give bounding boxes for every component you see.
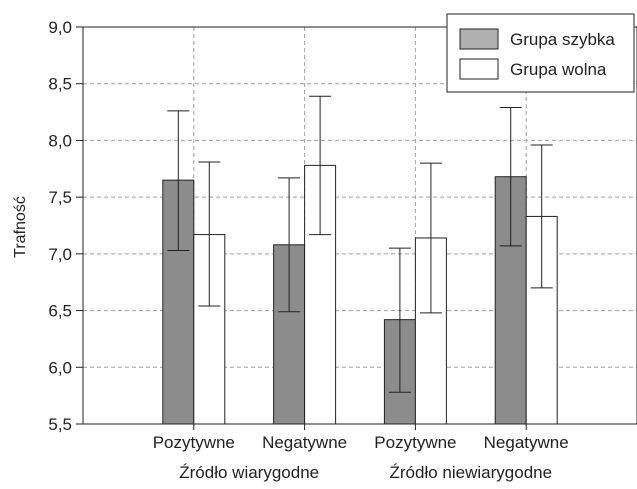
x-group-label: Źródło niewiarygodne [390, 463, 553, 482]
x-axis-labels: Pozytywne Negatywne Pozytywne Negatywne Źród… [153, 424, 569, 482]
error-bars [167, 95, 553, 393]
y-axis-title: Trafność [12, 196, 29, 258]
legend-swatch-series-2 [459, 58, 499, 80]
y-tick-label: 5,5 [48, 415, 72, 434]
y-tick-label: 8,5 [48, 75, 72, 94]
plot-area-frame [82, 26, 637, 425]
x-tick-label: Negatywne [484, 433, 569, 452]
legend: Grupa szybka Grupa wolna [446, 13, 635, 93]
x-tick-label: Negatywne [262, 433, 347, 452]
legend-swatch-series-1 [459, 28, 499, 50]
legend-box [446, 13, 635, 93]
y-tick-label: 8,0 [48, 131, 72, 150]
y-tick-label: 6,5 [48, 302, 72, 321]
legend-label-series-1: Grupa szybka [510, 30, 615, 49]
x-group-label: Źródło wiarygodne [179, 463, 319, 482]
bars [162, 164, 558, 425]
x-tick-label: Pozytywne [153, 433, 235, 452]
y-tick-label: 6,0 [48, 358, 72, 377]
y-tick-label: 7,0 [48, 245, 72, 264]
y-tick-label: 7,5 [48, 188, 72, 207]
y-tick-label: 9,0 [48, 18, 72, 37]
y-axis-ticks: 5,5 6,0 6,5 7,0 7,5 8,0 8,5 9,0 [48, 18, 83, 434]
x-tick-label: Pozytywne [374, 433, 456, 452]
legend-label-series-2: Grupa wolna [510, 60, 607, 79]
